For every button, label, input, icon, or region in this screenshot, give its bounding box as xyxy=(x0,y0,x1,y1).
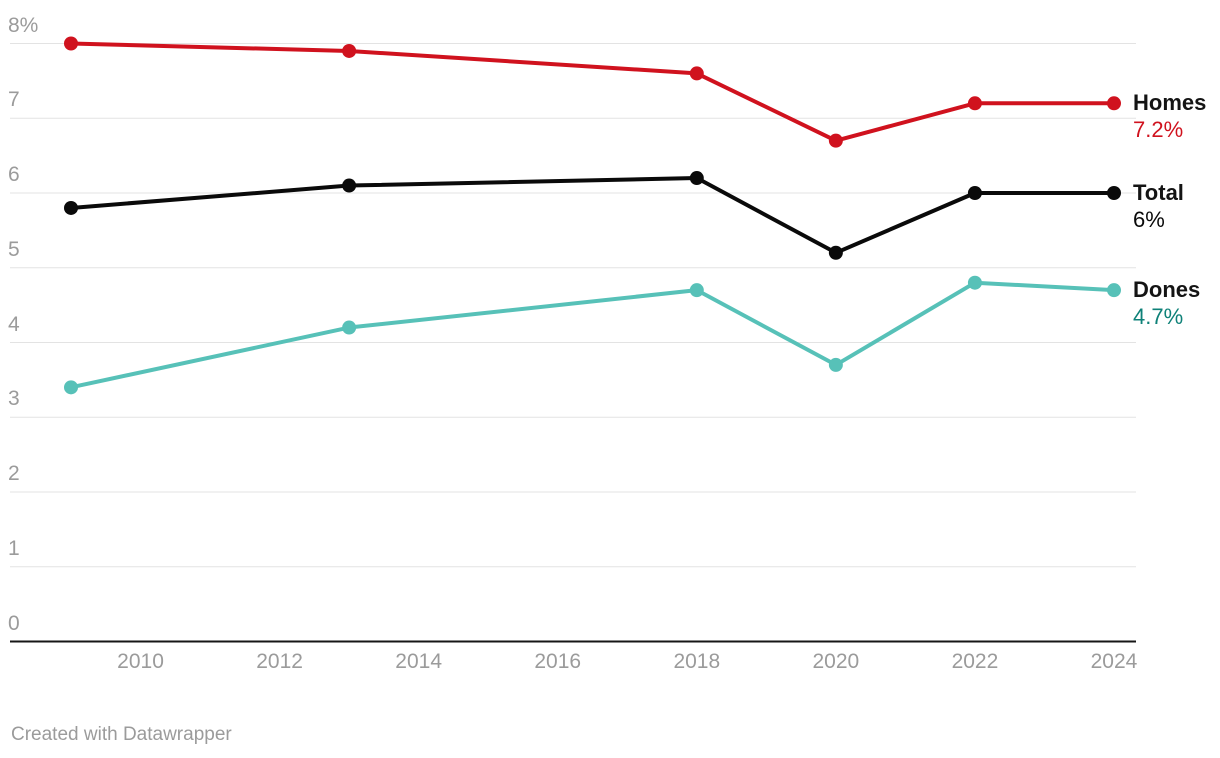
y-tick-label: 5 xyxy=(8,237,20,261)
series-end-value: 6% xyxy=(1133,207,1165,232)
data-point-dones-2020 xyxy=(828,357,843,372)
series-name: Total xyxy=(1133,180,1184,205)
y-tick-label: 1 xyxy=(8,536,20,560)
data-point-total-2020 xyxy=(828,245,843,260)
data-point-homes-2020 xyxy=(828,133,843,148)
x-tick-label: 2018 xyxy=(673,650,721,673)
data-point-total-2024 xyxy=(1106,186,1121,200)
series-label-homes: Homes 7.2% xyxy=(1133,90,1207,142)
y-tick-label: 8% xyxy=(8,13,39,37)
y-tick-label: 2 xyxy=(8,462,20,485)
x-tick-label: 2024 xyxy=(1090,650,1138,673)
series-end-value: 4.7% xyxy=(1133,304,1184,330)
series-name: Dones xyxy=(1133,277,1201,303)
y-tick-label: 7 xyxy=(8,88,20,112)
data-point-dones-2024 xyxy=(1106,283,1121,298)
data-point-homes-2022 xyxy=(967,96,982,111)
data-point-homes-2024 xyxy=(1106,96,1121,111)
data-point-homes-2009 xyxy=(64,36,78,51)
x-tick-label: 2014 xyxy=(395,650,443,673)
x-tick-label: 2010 xyxy=(117,650,164,673)
data-point-dones-2013 xyxy=(342,320,357,335)
x-tick-label: 2012 xyxy=(256,650,303,673)
data-point-total-2022 xyxy=(967,186,982,200)
series-name: Homes xyxy=(1133,90,1207,116)
data-point-homes-2018 xyxy=(689,66,704,81)
data-point-total-2018 xyxy=(689,171,704,186)
data-point-dones-2009 xyxy=(64,380,78,395)
data-point-homes-2013 xyxy=(342,43,357,58)
data-point-dones-2022 xyxy=(967,275,982,290)
datawrapper-credit: Created with Datawrapper xyxy=(11,724,232,745)
y-tick-label: 4 xyxy=(8,312,20,336)
x-tick-label: 2020 xyxy=(812,650,860,673)
x-tick-label: 2022 xyxy=(951,650,999,673)
data-point-dones-2018 xyxy=(689,283,704,298)
series-line-total xyxy=(69,176,1116,255)
data-point-total-2013 xyxy=(342,178,357,193)
series-label-dones: Dones 4.7% xyxy=(1133,277,1201,329)
series-label-total: Total 6% xyxy=(1133,180,1184,232)
y-tick-label: 3 xyxy=(8,387,20,411)
series-line-homes xyxy=(69,41,1116,143)
data-point-total-2009 xyxy=(64,200,78,215)
y-tick-label: 0 xyxy=(8,611,20,635)
series-line-dones xyxy=(69,280,1116,390)
x-tick-label: 2016 xyxy=(534,650,582,673)
y-tick-label: 6 xyxy=(8,163,20,186)
series-end-value: 7.2% xyxy=(1133,117,1184,143)
